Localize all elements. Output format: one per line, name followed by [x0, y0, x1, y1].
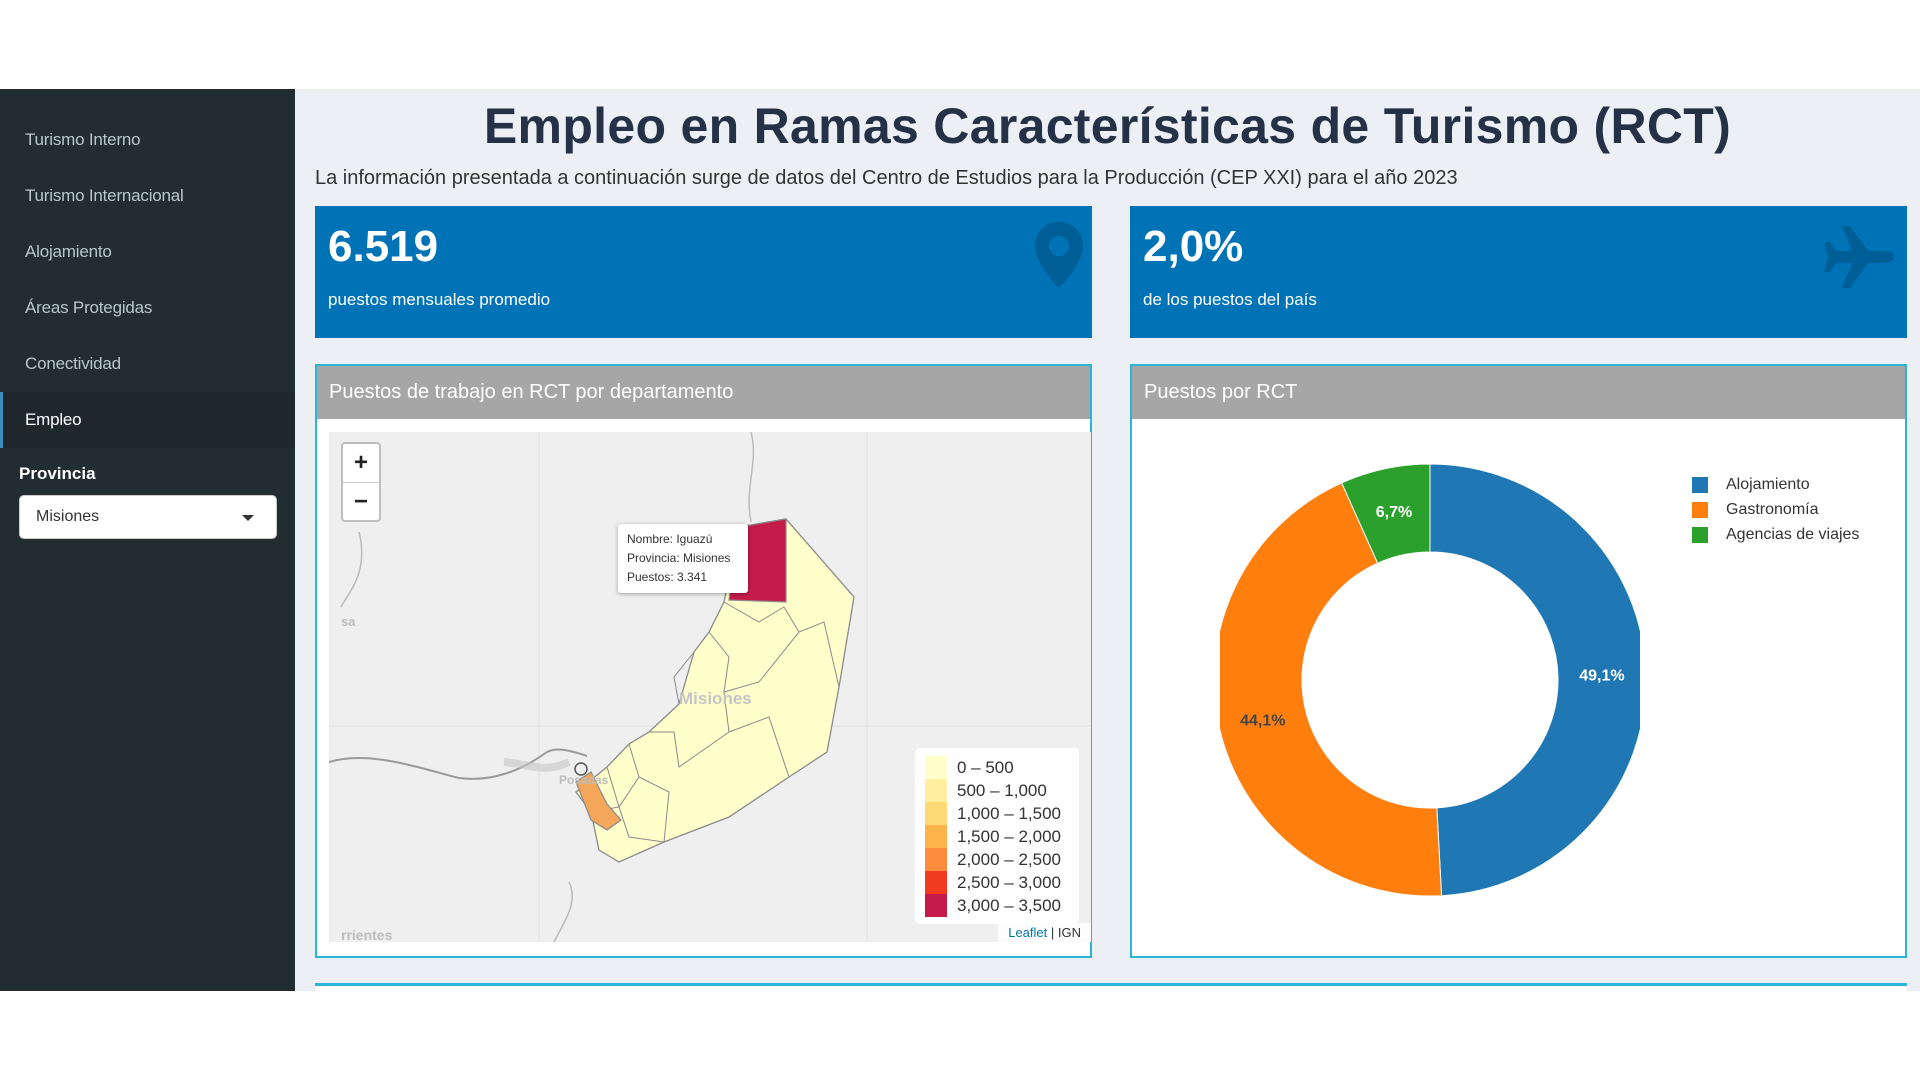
donut-chart: 49,1% 44,1% 6,7% [1220, 463, 1640, 897]
donut-legend-item[interactable]: Agencias de viajes [1692, 522, 1859, 547]
donut-legend-swatch [1692, 476, 1708, 493]
legend-label: 500 – 1,000 [957, 780, 1047, 800]
legend-row: 2,000 – 2,500 [925, 848, 1069, 871]
donut-data-label: 6,7% [1376, 504, 1412, 521]
donut-panel-title: Puestos por RCT [1132, 366, 1905, 419]
legend-swatch [925, 756, 947, 779]
kpi-label: puestos mensuales promedio [328, 290, 551, 309]
map-edge-label-bottom: rrientes [341, 927, 393, 942]
legend-label: 1,500 – 2,000 [957, 826, 1061, 846]
caret-down-icon [242, 515, 254, 521]
legend-swatch [925, 848, 947, 871]
map-legend: 0 – 500 500 – 1,000 1,000 – 1,500 1,500 – 2… [915, 748, 1079, 924]
zoom-control: + − [341, 442, 381, 522]
legend-label: 0 – 500 [957, 757, 1014, 777]
legend-swatch [925, 779, 947, 802]
legend-label: 2,500 – 3,000 [957, 872, 1061, 892]
next-panel-edge [315, 983, 1907, 991]
tooltip-line-puestos: Puestos: 3.341 [627, 570, 708, 584]
donut-legend-label: Gastronomía [1726, 500, 1819, 518]
tooltip-line-nombre: Nombre: Iguazú [627, 532, 713, 546]
map-province-label: Misiones [679, 689, 752, 708]
legend-row: 2,500 – 3,000 [925, 871, 1069, 894]
map-tooltip: Nombre: Iguazú Provincia: Misiones Puest… [618, 524, 748, 593]
tooltip-line-provincia: Provincia: Misiones [627, 551, 731, 565]
donut-legend-swatch [1692, 526, 1708, 543]
zoom-in-button[interactable]: + [353, 449, 368, 476]
donut-legend-swatch [1692, 501, 1708, 518]
main-content: Empleo en Ramas Características de Turis… [295, 89, 1920, 991]
legend-row: 3,000 – 3,500 [925, 894, 1069, 917]
sidebar-item-turismo-interno[interactable]: Turismo Interno [25, 130, 141, 149]
donut-slice-agencias-de-viajes[interactable] [1340, 463, 1431, 564]
sidebar-item-empleo[interactable]: Empleo [0, 392, 295, 448]
provincia-select-value: Misiones [36, 508, 100, 525]
legend-swatch [925, 871, 947, 894]
map-canvas: Misiones Posadas sa rrientes [329, 432, 1091, 942]
page-title: Empleo en Ramas Características de Turis… [483, 98, 1732, 154]
attribution-text: | IGN [1050, 925, 1081, 940]
leaflet-link[interactable]: Leaflet [1008, 925, 1048, 940]
page-subtitle: La información presentada a continuación… [315, 167, 1458, 189]
kpi-value: 2,0% [1143, 222, 1244, 271]
donut-data-label: 44,1% [1240, 712, 1285, 729]
legend-label: 1,000 – 1,500 [957, 803, 1061, 823]
map-city-label: Posadas [559, 773, 609, 787]
sidebar-item-areas-protegidas[interactable]: Áreas Protegidas [25, 298, 153, 317]
donut-panel: Puestos por RCT 49,1% 44,1% 6,7% Alojamien… [1130, 364, 1907, 958]
kpi-box-puestos: 6.519 puestos mensuales promedio [315, 206, 1092, 338]
legend-swatch [925, 825, 947, 848]
donut-legend-item[interactable]: Gastronomía [1692, 497, 1859, 522]
legend-row: 0 – 500 [925, 756, 1069, 779]
donut-legend-label: Agencias de viajes [1726, 525, 1860, 543]
plane-icon [1824, 226, 1894, 288]
donut-slice-gastronomía[interactable] [1220, 482, 1443, 897]
map-edge-label-left: sa [341, 614, 356, 629]
sidebar-item-conectividad[interactable]: Conectividad [25, 354, 121, 373]
donut-legend-label: Alojamiento [1726, 475, 1810, 493]
map-panel: Puestos de trabajo en RCT por departamen… [315, 364, 1092, 958]
zoom-out-button[interactable]: − [343, 482, 379, 520]
donut-slice-alojamiento[interactable] [1429, 463, 1640, 897]
map-panel-title: Puestos de trabajo en RCT por departamen… [317, 366, 1090, 419]
donut-legend-item[interactable]: Alojamiento [1692, 472, 1859, 497]
kpi-label: de los puestos del país [1143, 290, 1317, 309]
legend-row: 1,000 – 1,500 [925, 802, 1069, 825]
sidebar-item-alojamiento[interactable]: Alojamiento [25, 242, 112, 261]
legend-swatch [925, 802, 947, 825]
map-attribution: Leaflet | IGN [998, 923, 1091, 942]
app-frame: Turismo Interno Turismo Internacional Al… [0, 89, 1920, 991]
map[interactable]: Misiones Posadas sa rrientes + − Nombre:… [329, 432, 1091, 942]
legend-row: 1,500 – 2,000 [925, 825, 1069, 848]
provincia-label: Provincia [19, 464, 96, 483]
donut-data-label: 49,1% [1579, 667, 1624, 684]
provincia-select[interactable]: Misiones [19, 495, 277, 539]
kpi-box-porcentaje: 2,0% de los puestos del país [1130, 206, 1907, 338]
legend-swatch [925, 894, 947, 917]
legend-label: 3,000 – 3,500 [957, 895, 1061, 915]
legend-row: 500 – 1,000 [925, 779, 1069, 802]
sidebar-item-turismo-internacional[interactable]: Turismo Internacional [25, 186, 184, 205]
donut-legend: Alojamiento Gastronomía Agencias de viajes [1692, 472, 1859, 547]
map-marker-icon [1035, 222, 1083, 288]
kpi-value: 6.519 [328, 222, 439, 271]
legend-label: 2,000 – 2,500 [957, 849, 1061, 869]
sidebar: Turismo Interno Turismo Internacional Al… [0, 89, 295, 991]
